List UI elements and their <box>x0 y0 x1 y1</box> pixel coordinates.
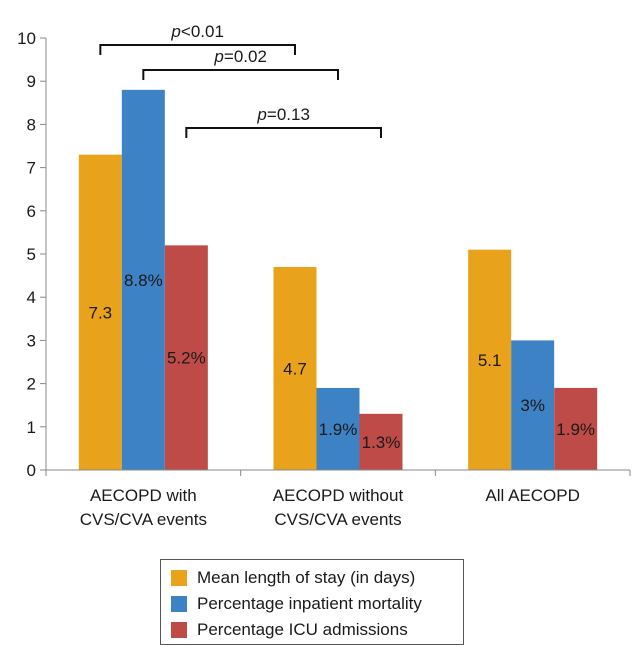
y-tick-label: 8 <box>27 115 36 134</box>
bar <box>468 249 512 470</box>
x-category-label: CVS/CVA events <box>80 510 207 529</box>
data-label: 5.1 <box>478 351 502 370</box>
p-value-label: p<0.01 <box>170 22 223 41</box>
x-category-label: All AECOPD <box>485 486 579 505</box>
x-category-label: AECOPD without <box>273 486 404 505</box>
data-label: 8.8% <box>124 271 163 290</box>
data-label: 1.9% <box>319 420 358 439</box>
data-label: 3% <box>520 396 545 415</box>
data-label: 4.7 <box>283 359 307 378</box>
y-tick-label: 0 <box>27 461 36 480</box>
significance-bracket <box>99 44 296 55</box>
y-tick-label: 4 <box>27 288 36 307</box>
legend-item-length-of-stay: Mean length of stay (in days) <box>171 565 463 591</box>
data-label: 1.9% <box>556 420 595 439</box>
bar <box>554 387 598 470</box>
legend-swatch-icu <box>171 622 187 638</box>
y-tick-label: 9 <box>27 72 36 91</box>
y-tick-label: 10 <box>17 29 36 48</box>
y-tick-label: 3 <box>27 331 36 350</box>
data-label: 7.3 <box>89 303 113 322</box>
y-tick-label: 1 <box>27 418 36 437</box>
legend-item-mortality: Percentage inpatient mortality <box>171 591 463 617</box>
bar <box>78 154 122 470</box>
p-value-label: p=0.13 <box>256 105 309 124</box>
y-tick-label: 5 <box>27 245 36 264</box>
y-tick-label: 6 <box>27 202 36 221</box>
bar <box>273 266 317 470</box>
significance-bracket <box>142 69 339 80</box>
p-value-label: p=0.02 <box>213 47 266 66</box>
legend-swatch-length-of-stay <box>171 570 187 586</box>
x-category-label: AECOPD with <box>90 486 197 505</box>
data-label: 1.3% <box>362 433 401 452</box>
significance-bracket <box>185 127 382 138</box>
bar <box>121 89 165 470</box>
bar <box>359 413 403 470</box>
bar <box>316 387 360 470</box>
data-label: 5.2% <box>167 349 206 368</box>
legend-label-icu: Percentage ICU admissions <box>197 620 408 639</box>
bar <box>511 340 555 470</box>
y-tick-label: 7 <box>27 159 36 178</box>
legend-label-length-of-stay: Mean length of stay (in days) <box>197 568 416 587</box>
bar <box>164 245 208 470</box>
legend-item-icu: Percentage ICU admissions <box>171 617 463 643</box>
legend-swatch-mortality <box>171 596 187 612</box>
legend-label-mortality: Percentage inpatient mortality <box>197 594 422 613</box>
x-category-label: CVS/CVA events <box>274 510 401 529</box>
legend: Mean length of stay (in days) Percentage… <box>160 559 464 645</box>
y-tick-label: 2 <box>27 375 36 394</box>
